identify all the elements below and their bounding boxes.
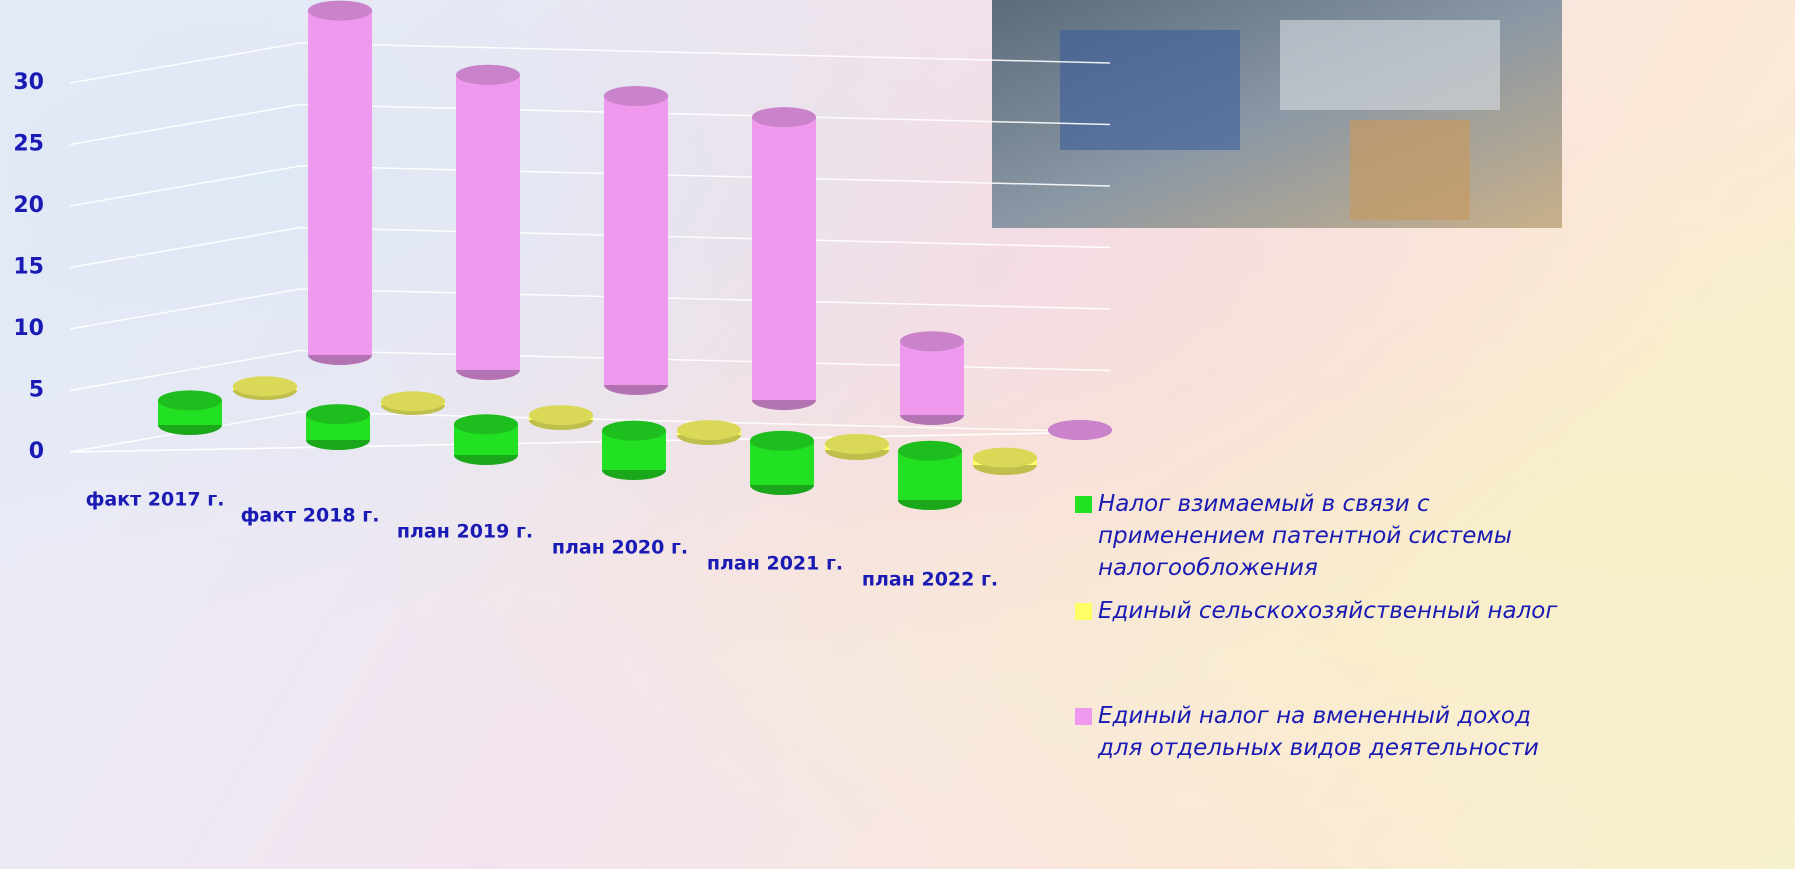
cylinder-top — [529, 405, 593, 426]
cylinder — [898, 440, 962, 510]
legend-swatch — [1075, 708, 1092, 725]
cylinder-top — [898, 440, 962, 461]
grid-line — [69, 226, 1111, 269]
x-tick-label: план 2020 г. — [552, 537, 688, 559]
cylinder — [381, 391, 445, 415]
legend-label: Единый сельскохозяйственный налог — [1098, 598, 1558, 624]
legend-swatch — [1075, 496, 1092, 513]
cylinder-top — [456, 64, 520, 85]
axis-line — [69, 431, 1111, 453]
x-tick-label: факт 2017 г. — [86, 489, 225, 511]
cylinder — [752, 107, 816, 410]
cylinder — [158, 390, 222, 435]
legend-label: Налог взимаемый в связи с применением па… — [1098, 491, 1512, 581]
grid-line — [69, 288, 1111, 330]
y-tick-label: 10 — [13, 316, 44, 341]
cylinder-top — [677, 420, 741, 441]
cylinder-top — [900, 331, 964, 352]
cylinder-top — [750, 430, 814, 451]
cylinder — [233, 376, 297, 400]
cylinder — [750, 430, 814, 495]
cylinder — [1048, 420, 1112, 440]
grid-line — [69, 165, 1111, 207]
x-tick-label: план 2019 г. — [397, 521, 533, 543]
legend-item: Единый налог на вмененный доход для отде… — [1075, 700, 1795, 764]
cylinder-top — [825, 433, 889, 454]
y-tick-label: 5 — [29, 378, 44, 403]
cylinder-body — [456, 74, 520, 371]
x-tick-label: план 2022 г. — [862, 569, 998, 591]
cylinder — [602, 420, 666, 480]
cylinder-top — [752, 107, 816, 128]
cylinder — [456, 64, 520, 380]
cylinder-top — [973, 447, 1037, 468]
cylinder — [677, 420, 741, 445]
cylinder — [454, 414, 518, 465]
grid-line — [69, 411, 1111, 453]
cylinder — [900, 331, 964, 425]
y-tick-label: 15 — [13, 255, 44, 280]
cylinder — [604, 85, 668, 395]
cylinder — [529, 405, 593, 430]
legend-swatch — [1075, 603, 1092, 620]
cylinder-body — [752, 117, 816, 400]
x-tick-label: факт 2018 г. — [241, 505, 380, 527]
legend-label: Единый налог на вмененный доход для отде… — [1098, 703, 1539, 761]
legend-item: Налог взимаемый в связи с применением па… — [1075, 488, 1795, 584]
cylinder — [306, 404, 370, 450]
cylinder-top — [602, 420, 666, 441]
cylinder — [825, 433, 889, 460]
cylinder-body — [604, 95, 668, 385]
cylinder-top — [381, 391, 445, 412]
cylinder-top — [233, 376, 297, 397]
cylinder-top — [308, 0, 372, 21]
cylinder-top — [1048, 420, 1112, 440]
cylinder-top — [454, 414, 518, 435]
x-tick-label: план 2021 г. — [707, 553, 843, 575]
y-tick-label: 0 — [29, 439, 44, 464]
grid-line — [69, 42, 1111, 84]
cylinder-top — [158, 390, 222, 411]
legend-item: Единый сельскохозяйственный налог — [1075, 595, 1795, 627]
y-tick-label: 25 — [13, 132, 44, 157]
y-tick-label: 30 — [13, 70, 44, 95]
cylinder-top — [604, 85, 668, 106]
cylinder — [308, 0, 372, 365]
cylinder-top — [306, 404, 370, 425]
cylinder-body — [308, 10, 372, 355]
cylinder — [973, 447, 1037, 475]
photo — [992, 0, 1562, 228]
grid-line — [69, 103, 1111, 146]
y-tick-label: 20 — [13, 193, 44, 218]
cylinder-body — [900, 341, 964, 415]
grid-line — [69, 349, 1111, 392]
